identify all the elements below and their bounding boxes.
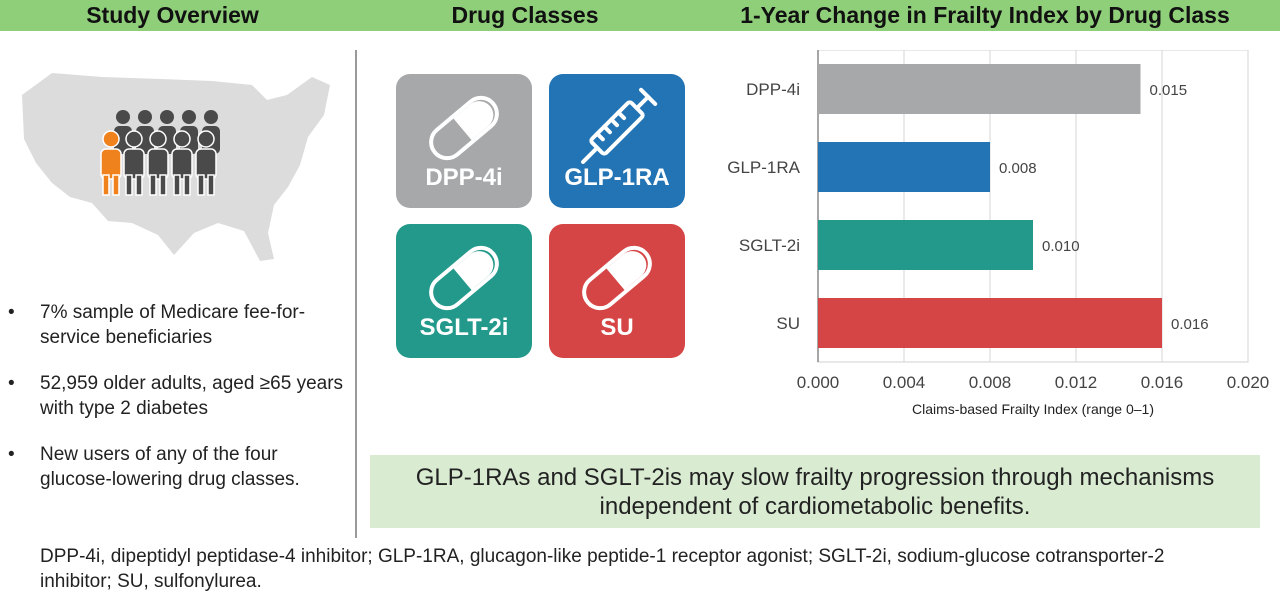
drug-classes-heading: Drug Classes bbox=[451, 2, 599, 28]
drug-card-glp1ra: GLP-1RA bbox=[549, 74, 685, 208]
study-bullets: • 7% sample of Medicare fee-for-service b… bbox=[8, 300, 353, 513]
x-tick-label: 0.000 bbox=[797, 373, 840, 392]
highlighted-person-icon bbox=[100, 130, 122, 196]
bar-value-label: 0.008 bbox=[999, 160, 1037, 177]
x-tick-label: 0.004 bbox=[883, 373, 926, 392]
capsule-icon bbox=[582, 245, 652, 311]
abbreviations-footnote: DPP-4i, dipeptidyl peptidase-4 inhibitor… bbox=[40, 546, 1165, 592]
drug-card-su: SU bbox=[549, 224, 685, 358]
x-tick-label: 0.008 bbox=[969, 373, 1012, 392]
bar-value-label: 0.010 bbox=[1042, 238, 1080, 255]
drug-card-label: GLP-1RA bbox=[564, 164, 670, 191]
bar bbox=[818, 64, 1141, 114]
drug-card-dpp4i: DPP-4i bbox=[396, 74, 532, 208]
section-divider bbox=[355, 50, 357, 538]
us-map-illustration bbox=[22, 73, 330, 261]
capsule-icon bbox=[429, 245, 499, 311]
study-overview-heading: Study Overview bbox=[86, 2, 259, 28]
people-group-icon bbox=[100, 110, 220, 196]
bullet-item: • 52,959 older adults, aged ≥65 years wit… bbox=[8, 373, 344, 419]
x-tick-label: 0.012 bbox=[1055, 373, 1098, 392]
bar-value-label: 0.016 bbox=[1171, 316, 1209, 333]
bullet-item: • New users of any of the four glucose-lo… bbox=[8, 444, 300, 490]
bar bbox=[818, 220, 1033, 270]
y-tick-label: SGLT-2i bbox=[739, 236, 800, 255]
drug-card-sglt2i: SGLT-2i bbox=[396, 224, 532, 358]
drug-card-label: DPP-4i bbox=[425, 164, 503, 191]
syringe-icon bbox=[581, 87, 658, 164]
conclusion-text: GLP-1RAs and SGLT-2is may slow frailty p… bbox=[415, 463, 1215, 520]
y-tick-label: GLP-1RA bbox=[727, 158, 800, 177]
drug-card-label: SGLT-2i bbox=[419, 314, 509, 341]
drug-card-label: SU bbox=[600, 314, 634, 341]
capsule-icon bbox=[429, 95, 499, 161]
y-tick-label: DPP-4i bbox=[746, 80, 800, 99]
conclusion-box: GLP-1RAs and SGLT-2is may slow frailty p… bbox=[370, 455, 1260, 528]
header-bar bbox=[0, 0, 1280, 31]
x-tick-label: 0.016 bbox=[1141, 373, 1184, 392]
bar bbox=[818, 298, 1162, 348]
frailty-bar-chart: 0.000 0.004 0.008 0.012 0.016 0.020 DPP-4i 0.01… bbox=[727, 50, 1270, 417]
y-tick-label: SU bbox=[776, 314, 800, 333]
x-axis-label: Claims-based Frailty Index (range 0–1) bbox=[912, 401, 1154, 417]
chart-title: 1-Year Change in Frailty Index by Drug C… bbox=[740, 2, 1230, 28]
bar-value-label: 0.015 bbox=[1150, 82, 1188, 99]
bar bbox=[818, 142, 990, 192]
x-tick-label: 0.020 bbox=[1227, 373, 1270, 392]
bullet-item: • 7% sample of Medicare fee-for-service b… bbox=[8, 302, 306, 348]
